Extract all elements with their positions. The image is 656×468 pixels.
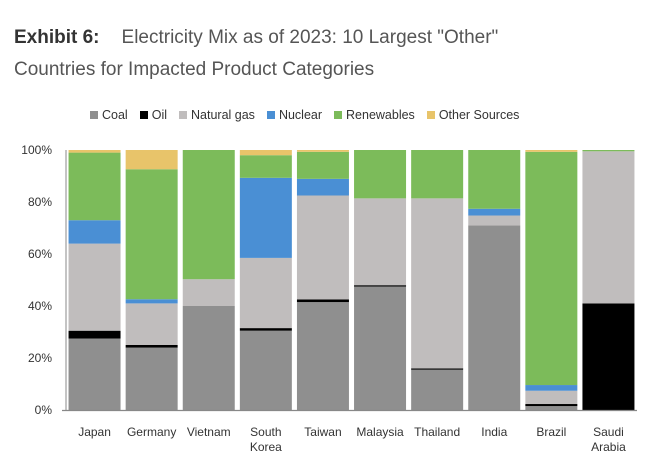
title-line-1: Electricity Mix as of 2023: 10 Largest "…	[121, 27, 499, 48]
legend-swatch-natural-gas	[179, 111, 187, 119]
bar-segment-natural-gas	[182, 279, 235, 306]
bar-segment-renewables	[411, 150, 464, 199]
legend-label: Oil	[151, 108, 167, 122]
legend-swatch-other-sources	[426, 111, 435, 119]
bar-segment-renewables	[354, 150, 407, 199]
legend-label: Other Sources	[438, 108, 520, 122]
bar-segment-natural-gas	[125, 303, 178, 345]
bar-group-south-korea	[239, 150, 292, 410]
bar-group-germany	[125, 150, 178, 410]
bar-group-vietnam	[182, 150, 235, 410]
bar-segment-oil	[239, 328, 292, 331]
bar-segment-renewables	[296, 151, 349, 179]
bar-segment-natural-gas	[239, 257, 292, 329]
bar-group-malaysia	[354, 150, 407, 410]
bar-segment-other-sources	[525, 150, 578, 152]
exhibit-label: Exhibit 6:	[14, 27, 100, 48]
chart-title: Exhibit 6: Electricity Mix as of 2023: 10…	[14, 22, 644, 86]
legend-swatch-oil	[139, 111, 148, 119]
bar-segment-coal	[239, 330, 292, 410]
bar-segment-renewables	[68, 152, 121, 221]
x-tick-label: Taiwan	[304, 425, 341, 439]
bar-segment-oil	[125, 345, 178, 348]
legend-swatch-renewables	[334, 111, 343, 119]
bar-segment-coal	[525, 406, 578, 410]
bar-segment-nuclear	[468, 208, 521, 216]
bar-segment-other-sources	[125, 150, 178, 170]
bar-segment-natural-gas	[296, 195, 349, 300]
x-tick-label: Thailand	[414, 425, 460, 439]
x-tick-label: Saudi Arabia	[591, 425, 626, 454]
bar-segment-natural-gas	[68, 243, 121, 331]
x-tick-label: India	[481, 425, 507, 439]
bar-segment-natural-gas	[525, 390, 578, 405]
y-tick-label: 0%	[35, 403, 53, 417]
bar-segment-nuclear	[296, 178, 349, 196]
bar-segment-oil	[68, 330, 121, 339]
x-tick-label: Malaysia	[356, 425, 404, 439]
legend-label: Natural gas	[191, 108, 255, 122]
y-tick-label: 20%	[28, 351, 52, 365]
bar-segment-nuclear	[525, 385, 578, 391]
x-tick-label: Japan	[78, 425, 111, 439]
bar-group-japan	[68, 150, 121, 410]
bar-segment-renewables	[182, 150, 235, 280]
bar-segment-natural-gas	[354, 198, 407, 286]
bar-segment-coal	[68, 338, 121, 410]
bar-segment-oil	[354, 285, 407, 287]
bar-segment-nuclear	[125, 299, 178, 304]
bar-group-thailand	[411, 150, 464, 410]
bar-segment-other-sources	[68, 150, 121, 153]
bar-segment-coal	[354, 286, 407, 410]
y-tick-label: 100%	[21, 143, 52, 157]
bar-segment-coal	[125, 347, 178, 410]
bar-segment-renewables	[125, 169, 178, 300]
y-tick-label: 40%	[28, 299, 52, 313]
bar-segment-nuclear	[239, 177, 292, 258]
bar-segment-coal	[296, 302, 349, 410]
bar-segment-oil	[582, 303, 635, 410]
legend: Coal Oil Natural gas Nuclear Renewables Other…	[90, 108, 519, 122]
bar-segment-renewables	[468, 150, 521, 209]
legend-swatch-coal	[90, 111, 98, 119]
legend-item-natural-gas: Natural gas	[179, 108, 255, 122]
bar-group-taiwan	[296, 150, 349, 410]
legend-item-coal: Coal	[90, 108, 128, 122]
title-line-2: Countries for Impacted Product Categorie…	[14, 59, 375, 80]
legend-label: Coal	[102, 108, 128, 122]
bar-segment-other-sources	[296, 150, 349, 152]
x-tick-label: Germany	[127, 425, 176, 439]
bar-segment-renewables	[239, 155, 292, 178]
legend-item-nuclear: Nuclear	[266, 108, 323, 122]
bar-segment-renewables	[525, 151, 578, 386]
legend-item-renewables: Renewables	[334, 108, 415, 122]
y-tick-label: 60%	[28, 247, 52, 261]
legend-item-oil: Oil	[139, 108, 167, 122]
bar-segment-nuclear	[68, 220, 121, 244]
bar-segment-coal	[468, 225, 521, 410]
bar-group-brazil	[525, 150, 578, 410]
legend-swatch-nuclear	[266, 111, 275, 119]
legend-label: Nuclear	[278, 108, 323, 122]
x-tick-label: Brazil	[536, 425, 566, 439]
bar-group-india	[468, 150, 521, 410]
y-tick-label: 80%	[28, 195, 52, 209]
bar-segment-natural-gas	[468, 215, 521, 226]
bar-segment-natural-gas	[411, 198, 464, 369]
legend-item-other-sources: Other Sources	[426, 108, 520, 122]
bar-segment-coal	[182, 306, 235, 410]
bar-segment-oil	[296, 299, 349, 303]
bar-segment-other-sources	[239, 150, 292, 156]
bar-segment-renewables	[582, 150, 635, 152]
x-tick-label: Vietnam	[187, 425, 231, 439]
bar-segment-oil	[525, 404, 578, 407]
bar-group-saudi-arabia	[582, 150, 635, 410]
bar-segment-coal	[411, 369, 464, 410]
bar-segment-oil	[411, 368, 464, 370]
x-tick-label: South Korea	[250, 425, 282, 454]
bar-segment-natural-gas	[582, 151, 635, 304]
legend-label: Renewables	[346, 108, 415, 122]
